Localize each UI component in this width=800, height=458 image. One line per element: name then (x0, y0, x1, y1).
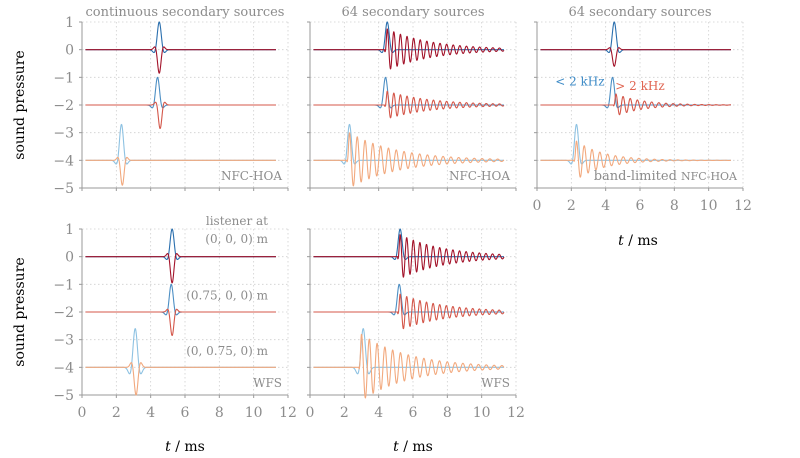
y-tick-label: 0 (65, 43, 74, 59)
band-annotation: < 2 kHz (555, 75, 604, 89)
y-tick-label: −3 (53, 333, 74, 349)
y-tick-label: 0 (65, 250, 74, 266)
series-line-mid_blue (85, 76, 277, 109)
x-axis-var: t (165, 439, 171, 455)
listener-position: (0, 0, 0) m (205, 232, 268, 246)
x-tick-label: 8 (215, 405, 224, 421)
x-tick-label: 2 (340, 405, 349, 421)
series-line-light_red (313, 333, 505, 399)
ylabel-bottom: sound pressure (12, 257, 28, 366)
x-tick-label: 12 (734, 198, 752, 214)
y-tick-label: 1 (65, 15, 74, 31)
band-annotation: > 2 kHz (615, 79, 664, 93)
series-line-dark_red (85, 46, 277, 74)
x-tick-label: 8 (670, 198, 679, 214)
x-axis-var: t (393, 439, 399, 455)
x-axis-var: t (618, 233, 624, 249)
corner-label: NFC-HOA (449, 169, 510, 183)
y-tick-label: −4 (53, 360, 74, 376)
y-tick-label: −2 (53, 98, 74, 114)
x-axis-title: t / ms (393, 439, 433, 455)
series-line-mid_red (540, 93, 732, 116)
x-axis-unit: / ms (624, 233, 658, 249)
series-line-dark_blue (85, 21, 277, 54)
series-line-light_red (85, 156, 277, 186)
series-line-dark_blue (540, 21, 732, 54)
y-tick-label: −5 (53, 181, 74, 197)
x-tick-label: 12 (507, 405, 525, 421)
corner-label-part: band-limited (594, 169, 681, 184)
series-line-mid_red (313, 293, 505, 330)
x-axis-title: t / ms (618, 233, 658, 249)
x-tick-label: 0 (306, 405, 315, 421)
y-tick-label: −5 (53, 388, 74, 404)
series-line-dark_red (540, 47, 732, 67)
corner-label: band-limited NFC-HOA (594, 169, 738, 184)
x-tick-label: 6 (636, 198, 645, 214)
y-tick-label: −1 (53, 70, 74, 86)
x-tick-label: 8 (443, 405, 452, 421)
x-axis-unit: / ms (171, 439, 205, 455)
x-tick-label: 0 (533, 198, 542, 214)
x-tick-label: 2 (112, 405, 121, 421)
x-tick-label: 4 (374, 405, 383, 421)
series-line-dark_red (313, 28, 505, 70)
y-tick-label: −1 (53, 277, 74, 293)
y-tick-label: −4 (53, 153, 74, 169)
panel-title: continuous secondary sources (86, 5, 285, 20)
series-line-light_red (540, 140, 732, 178)
series-line-mid_red (85, 308, 277, 336)
series-line-light_blue (540, 123, 732, 165)
x-tick-label: 10 (700, 198, 718, 214)
panel-a: 1 0 −1 −2 −3 −4 −5 continuous secondary sources… (53, 5, 289, 197)
x-axis-title: t / ms (165, 439, 205, 455)
x-tick-label: 4 (601, 198, 610, 214)
x-axis-unit: / ms (399, 439, 433, 455)
y-tick-label: −3 (53, 126, 74, 142)
listener-position: (0, 0.75, 0) m (186, 344, 268, 358)
series-line-dark_red (85, 253, 277, 284)
series-line-mid_red (85, 101, 277, 130)
panel-title: 64 secondary sources (341, 5, 484, 20)
series-line-dark_red (313, 234, 505, 278)
x-tick-label: 6 (181, 405, 190, 421)
x-tick-label: 2 (567, 198, 576, 214)
series-line-light_red (85, 362, 277, 396)
ylabel-top: sound pressure (12, 50, 28, 159)
x-tick-label: 10 (473, 405, 491, 421)
y-tick-label: 1 (65, 222, 74, 238)
corner-label: NFC-HOA (221, 169, 282, 183)
x-tick-label: 12 (279, 405, 297, 421)
x-tick-label: 4 (146, 405, 155, 421)
panel-e: 0 2 4 6 8 10 12 t / ms WFS (306, 228, 525, 455)
panel-title: 64 secondary sources (568, 5, 711, 20)
corner-label: WFS (253, 376, 282, 390)
x-tick-label: 6 (409, 405, 418, 421)
y-tick-label: −2 (53, 305, 74, 321)
x-tick-label: 0 (78, 405, 87, 421)
listener-title: listener at (206, 214, 268, 228)
series-line-mid_red (313, 90, 505, 119)
listener-position: (0.75, 0, 0) m (186, 289, 268, 303)
series-line-light_blue (85, 123, 277, 165)
corner-label-part: NFC-HOA (681, 170, 738, 183)
series-line-light_red (313, 132, 505, 187)
panel-b: 64 secondary sources NFC-HOA (307, 5, 517, 191)
corner-label: WFS (481, 376, 510, 390)
x-tick-label: 10 (245, 405, 263, 421)
series-line-light_blue (313, 123, 505, 165)
panel-c: 0 2 4 6 8 10 12 t / ms 64 secondary sources band-… (533, 5, 752, 249)
